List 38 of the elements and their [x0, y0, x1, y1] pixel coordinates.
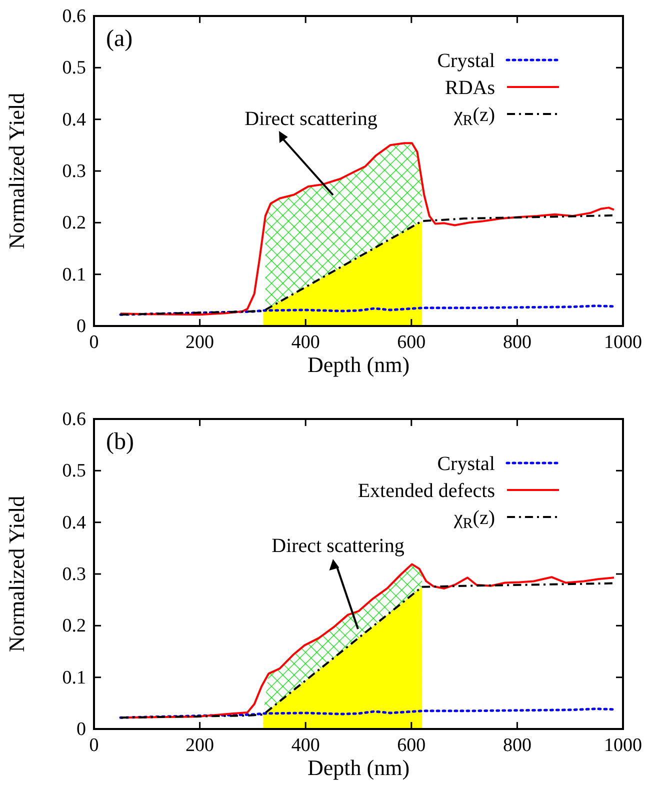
y-tick-label: 0.3 [62, 161, 86, 182]
x-tick-label: 400 [291, 735, 320, 756]
annotation: Direct scattering [244, 108, 378, 130]
y-tick-label: 0.6 [62, 409, 86, 430]
x-tick-label: 1000 [604, 735, 642, 756]
y-tick-label: 0.1 [62, 264, 86, 286]
x-tick-label: 800 [502, 332, 532, 353]
y-tick-label: 0.1 [62, 667, 86, 688]
legend-label: χ$_{R}$(z) [452, 507, 495, 532]
legend-label: χ$_{R}$(z) [452, 104, 495, 129]
x-axis-title: Depth (nm) [307, 755, 410, 780]
legend-label: Crystal [437, 50, 496, 72]
x-tick-label: 200 [186, 332, 214, 353]
x-tick-label: 800 [502, 735, 532, 756]
x-tick-label: 200 [186, 735, 214, 756]
x-tick-label: 400 [291, 332, 320, 353]
y-tick-label: 0 [76, 316, 86, 337]
annotation: (b) [106, 429, 134, 455]
y-tick-label: 0.5 [62, 460, 86, 482]
annotation: (a) [106, 26, 133, 52]
y-axis-title: Normalized Yield [4, 92, 29, 250]
x-tick-label: 1000 [604, 332, 642, 353]
legend-label: Extended defects [358, 480, 496, 502]
y-axis-title: Normalized Yield [4, 496, 29, 652]
y-tick-label: 0 [76, 719, 86, 740]
x-axis-title: Depth (nm) [307, 352, 410, 377]
y-tick-label: 0.4 [62, 512, 86, 534]
legend-label: RDAs [444, 77, 496, 99]
x-tick-label: 600 [397, 735, 426, 756]
legend-label: Crystal [437, 453, 496, 475]
annotation: Direct scattering [272, 535, 404, 557]
y-tick-label: 0.6 [62, 6, 86, 27]
x-tick-label: 600 [397, 332, 426, 353]
y-tick-label: 0.4 [62, 109, 86, 130]
y-tick-label: 0.2 [62, 616, 86, 637]
y-tick-label: 0.5 [62, 58, 86, 79]
y-tick-label: 0.2 [62, 212, 86, 234]
y-tick-label: 0.3 [62, 564, 86, 585]
